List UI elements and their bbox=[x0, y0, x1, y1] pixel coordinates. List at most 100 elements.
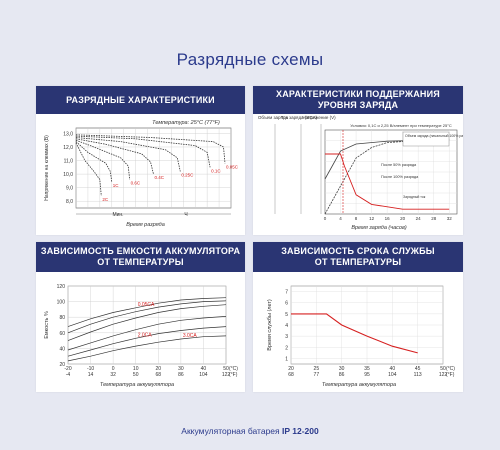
x-tick-label: 45 bbox=[415, 366, 421, 372]
x-tick-label: 32 bbox=[447, 216, 453, 221]
x-tick-label: 40 bbox=[201, 366, 207, 372]
x-tick-label-f: 50 bbox=[133, 372, 139, 378]
series-line bbox=[67, 316, 227, 351]
x-tick-label-f: -4 bbox=[66, 372, 71, 378]
capacity-chart: 12010080604020-20-4-10140321050206830864… bbox=[44, 272, 238, 388]
x-tick-label-f: 122 bbox=[222, 372, 231, 378]
series-line bbox=[75, 142, 102, 196]
y-tick-label: 11,0 bbox=[64, 159, 74, 165]
x-unit-label: Мин. bbox=[112, 212, 123, 218]
discharge-panel: РАЗРЯДНЫЕ ХАРАКТЕРИСТИКИ 13,0 12,0 11,0 10,… bbox=[36, 86, 245, 235]
unit-label: (°C) bbox=[446, 366, 455, 372]
capacity-title-line2: ОТ ТЕМПЕРАТУРЫ bbox=[97, 257, 184, 267]
x-tick-label-f: 68 bbox=[156, 372, 162, 378]
x-axis-label: Время разряда bbox=[126, 222, 165, 228]
y-tick-label: 5 bbox=[285, 312, 288, 318]
y-tick-label: 120 bbox=[57, 284, 66, 290]
unit-label: (°F) bbox=[446, 372, 455, 378]
x-tick-label-f: 86 bbox=[339, 372, 345, 378]
x-tick-label-f: 32 bbox=[110, 372, 116, 378]
series-line bbox=[75, 141, 113, 183]
x-tick-label: 20 bbox=[156, 366, 162, 372]
x-tick-label: 0 bbox=[324, 216, 327, 221]
series-line bbox=[75, 137, 181, 172]
footer-model: IP 12-200 bbox=[282, 426, 319, 436]
unit-label: (°F) bbox=[229, 372, 238, 378]
x-tick-label: 40 bbox=[390, 366, 396, 372]
x-tick-label-f: 104 bbox=[388, 372, 397, 378]
y-tick-label: 4 bbox=[285, 323, 288, 329]
y-tick-label: 6 bbox=[285, 301, 288, 307]
life-panel: ЗАВИСИМОСТЬ СРОКА СЛУЖБЫ ОТ ТЕМПЕРАТУРЫ … bbox=[253, 242, 463, 392]
legend-label: Объем заряда (начальный 100% разряд) bbox=[405, 134, 463, 138]
x-tick-label: 4 bbox=[339, 216, 342, 221]
x-tick-label-f: 113 bbox=[414, 372, 422, 378]
x-tick-label: -10 bbox=[87, 366, 94, 372]
series-label: 1.0CA bbox=[142, 272, 157, 274]
discharge-header: РАЗРЯДНЫЕ ХАРАКТЕРИСТИКИ bbox=[36, 86, 245, 114]
y-tick-label: 60 bbox=[59, 331, 65, 337]
x-tick-label: 20 bbox=[288, 366, 294, 372]
page-title: Разрядные схемы bbox=[176, 50, 324, 69]
x-tick-label: -20 bbox=[64, 366, 71, 372]
x-tick-label: 16 bbox=[385, 216, 391, 221]
left-axis-label: Напряжение (V) bbox=[302, 115, 336, 120]
plot-frame bbox=[67, 285, 227, 365]
series-label: 0.25C bbox=[181, 172, 194, 177]
legend-label: После 100% разряда bbox=[381, 175, 419, 179]
charge-panel: ХАРАКТЕРИСТИКИ ПОДДЕРЖАНИЯ УРОВНЯ ЗАРЯДА… bbox=[253, 86, 463, 235]
x-tick-label-f: 86 bbox=[178, 372, 184, 378]
annotation: Температура: 25°C (77°F) bbox=[152, 120, 220, 126]
x-tick-label: 25 bbox=[314, 366, 320, 372]
series-label: 2.0CA bbox=[138, 332, 153, 338]
series-line bbox=[75, 138, 154, 175]
x-tick-label-f: 68 bbox=[288, 372, 294, 378]
legend-label: Зарядный ток bbox=[403, 195, 426, 199]
y-axis-label: Время службы (лет) bbox=[267, 299, 273, 351]
y-tick-label: 13,0 bbox=[63, 131, 73, 137]
discharge-title: РАЗРЯДНЫЕ ХАРАКТЕРИСТИКИ bbox=[66, 94, 215, 105]
life-title-line2: ОТ ТЕМПЕРАТУРЫ bbox=[314, 257, 402, 267]
y-axis-label: Напряжение на клеммах (В) bbox=[44, 135, 50, 201]
x-axis-label: Время заряда (часов) bbox=[351, 225, 406, 231]
unit-label: (°C) bbox=[229, 366, 238, 372]
capacity-panel: ЗАВИСИМОСТЬ ЕМКОСТИ АККУМУЛЯТОРА ОТ ТЕМП… bbox=[36, 242, 245, 392]
footer: Аккумуляторная батарея IP 12-200 bbox=[0, 426, 500, 436]
y-tick-label: 20 bbox=[59, 362, 65, 368]
series-line bbox=[67, 326, 227, 357]
series-label: 2C bbox=[102, 197, 109, 202]
life-title-line1: ЗАВИСИМОСТЬ СРОКА СЛУЖБЫ bbox=[281, 246, 435, 256]
capacity-title-line1: ЗАВИСИМОСТЬ ЕМКОСТИ АККУМУЛЯТОРА bbox=[40, 246, 241, 256]
y-tick-label: 40 bbox=[59, 346, 65, 352]
series-label: 1C bbox=[113, 183, 120, 188]
charge-header: ХАРАКТЕРИСТИКИ ПОДДЕРЖАНИЯ УРОВНЯ ЗАРЯДА bbox=[253, 86, 463, 114]
x-tick-label: 24 bbox=[416, 216, 422, 221]
y-tick-label: 100 bbox=[57, 300, 66, 306]
series-line bbox=[67, 335, 227, 362]
x-tick-label: 20 bbox=[400, 216, 406, 221]
x-tick-label: 12 bbox=[369, 216, 375, 221]
capacity-header: ЗАВИСИМОСТЬ ЕМКОСТИ АККУМУЛЯТОРА ОТ ТЕМП… bbox=[36, 242, 245, 272]
y-tick-label: 1 bbox=[285, 356, 288, 362]
series-label: 0.05C bbox=[226, 164, 239, 169]
y-tick-label: 80 bbox=[59, 315, 65, 321]
y-tick-label: 9,0 bbox=[66, 186, 73, 192]
x-tick-label: 50 bbox=[440, 366, 446, 372]
y-tick-label: 8,0 bbox=[66, 199, 73, 205]
y-tick-label: 7 bbox=[285, 290, 288, 296]
charge-title-line1: ХАРАКТЕРИСТИКИ ПОДДЕРЖАНИЯ bbox=[276, 89, 440, 99]
series-label: 0.2CA bbox=[142, 272, 157, 274]
left-axis-label: Объем заряда bbox=[258, 115, 289, 120]
charge-title-line2: УРОВНЯ ЗАРЯДА bbox=[317, 100, 399, 110]
legend-box bbox=[402, 131, 450, 147]
x-tick-label: 30 bbox=[339, 366, 345, 372]
series-line bbox=[67, 304, 227, 341]
footer-text: Аккумуляторная батарея bbox=[181, 426, 282, 436]
x-tick-label: 50 bbox=[223, 366, 229, 372]
series-line bbox=[325, 153, 450, 210]
series-line bbox=[291, 313, 418, 354]
series-label: 0.1C bbox=[211, 168, 221, 173]
series-line bbox=[75, 139, 131, 180]
y-tick-label: 3 bbox=[285, 334, 288, 340]
